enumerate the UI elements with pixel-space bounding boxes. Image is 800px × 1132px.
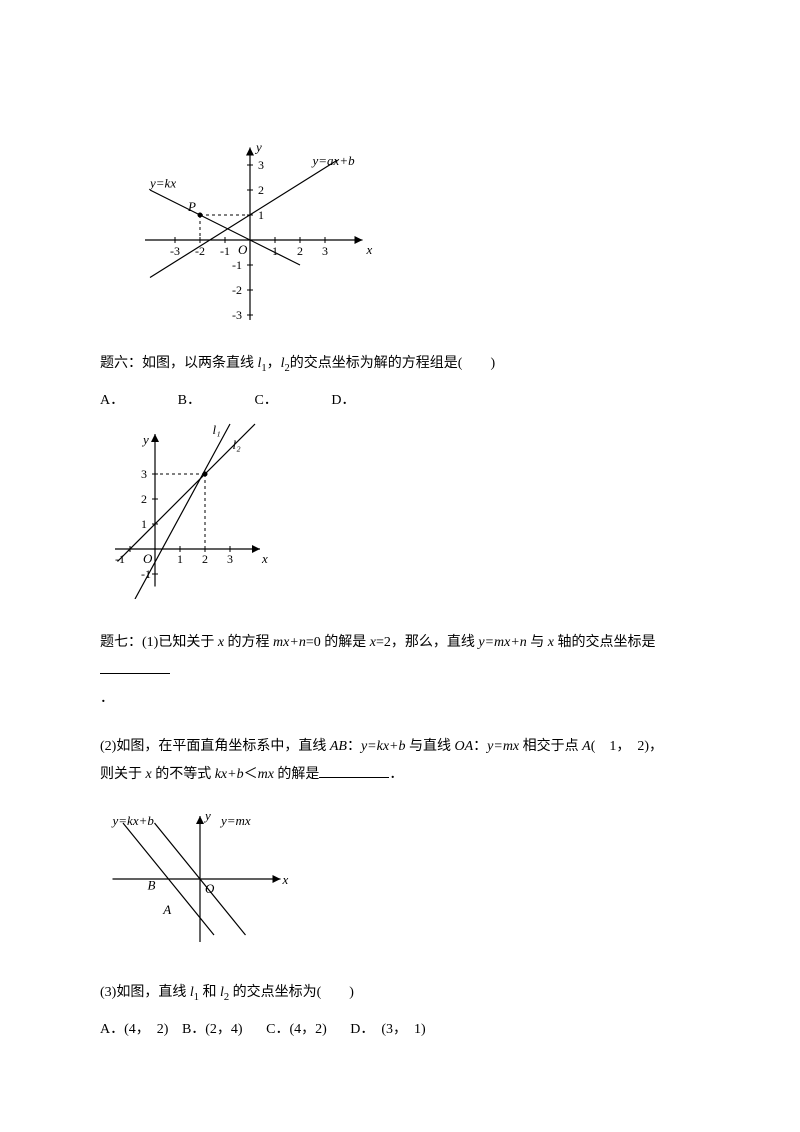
q6-mid: ， bbox=[267, 356, 281, 371]
svg-text:y: y bbox=[141, 432, 149, 447]
svg-text:1: 1 bbox=[177, 552, 183, 566]
q7-p2e: 则关于 bbox=[100, 767, 146, 782]
q7-p1a: 的方程 bbox=[224, 635, 273, 650]
svg-text:B: B bbox=[148, 877, 156, 892]
q7-header: 题七：(1)已知关于 bbox=[100, 635, 218, 650]
q7-eq8: kx+b bbox=[215, 767, 244, 782]
svg-text:x: x bbox=[366, 242, 373, 257]
q7-p2c: 相交于点 bbox=[519, 739, 582, 754]
svg-text:3: 3 bbox=[227, 552, 233, 566]
figure-1-container: xyO-3-2-1123-3-2-1123y=kxy=ax+bP bbox=[100, 90, 700, 320]
q7-p1d: 与 bbox=[527, 635, 548, 650]
q7-p3-optA: A．(4， 2) bbox=[100, 1018, 168, 1038]
q7-eq3: y=mx+n bbox=[478, 635, 526, 650]
svg-text:O: O bbox=[205, 881, 215, 896]
figure-3-svg: x y Oy=kx+b y=mx BA bbox=[100, 799, 300, 949]
q7-p2h: 的解是 bbox=[274, 767, 320, 782]
svg-text:y=kx+b: y=kx+b bbox=[111, 813, 155, 828]
q7-tail1-dot: ． bbox=[100, 691, 114, 706]
q6-options: A． B． C． D． bbox=[100, 389, 700, 409]
svg-text:1: 1 bbox=[141, 517, 147, 531]
q7-tail1: ． bbox=[100, 685, 700, 713]
q7-p3a: (3)如图，直线 bbox=[100, 985, 190, 1000]
q7-p2d: ( 1， 2)， bbox=[591, 739, 663, 754]
svg-text:2: 2 bbox=[297, 244, 303, 258]
svg-text:-1: -1 bbox=[220, 244, 230, 258]
svg-text:1: 1 bbox=[258, 208, 264, 222]
q7-p3-optB: B．(2，4) bbox=[182, 1018, 243, 1038]
svg-text:O: O bbox=[238, 242, 248, 257]
svg-text:x: x bbox=[282, 872, 289, 887]
svg-text:y: y bbox=[203, 808, 211, 823]
q7-eq9: mx bbox=[258, 767, 274, 782]
svg-text:3: 3 bbox=[322, 244, 328, 258]
page: xyO-3-2-1123-3-2-1123y=kxy=ax+bP 题六：如图，以… bbox=[0, 0, 800, 1108]
q7-p2f: 的不等式 bbox=[152, 767, 215, 782]
q7-eq5: y=kx+b bbox=[361, 739, 406, 754]
svg-text:y=mx: y=mx bbox=[219, 813, 251, 828]
svg-text:l₂: l₂ bbox=[233, 437, 242, 452]
q7-eq1: mx+n bbox=[273, 635, 306, 650]
svg-text:-3: -3 bbox=[232, 308, 242, 320]
svg-text:P: P bbox=[187, 199, 196, 214]
svg-text:-1: -1 bbox=[232, 258, 242, 272]
svg-text:x: x bbox=[261, 551, 268, 566]
q7-p2i: ． bbox=[389, 767, 403, 782]
q7-p3c: 的交点坐标为( ) bbox=[229, 985, 354, 1000]
q7-p3b: 和 bbox=[199, 985, 220, 1000]
q7-OA: OA bbox=[454, 739, 473, 754]
svg-text:l₁: l₁ bbox=[213, 422, 221, 437]
question-7-part1: 题七：(1)已知关于 x 的方程 mx+n=0 的解是 x=2，那么，直线 y=… bbox=[100, 629, 700, 685]
q7-p3-optC: C．(4，2) bbox=[266, 1018, 327, 1038]
svg-text:y=kx: y=kx bbox=[148, 176, 176, 191]
q7-p1c: =2，那么，直线 bbox=[376, 635, 478, 650]
svg-text:A: A bbox=[162, 902, 171, 917]
q7-p3-options: A．(4， 2) B．(2，4) C．(4，2) D． (3， 1) bbox=[100, 1018, 700, 1038]
figure-1-svg: xyO-3-2-1123-3-2-1123y=kxy=ax+bP bbox=[100, 90, 400, 320]
q7-p1b: =0 的解是 bbox=[306, 635, 370, 650]
figure-2-svg: xyO-1123-1123l₁l₂ bbox=[100, 419, 280, 599]
q6-optD: D． bbox=[331, 389, 355, 409]
q7-ptA: A bbox=[582, 739, 591, 754]
q7-col2: ： bbox=[473, 739, 487, 754]
svg-text:2: 2 bbox=[141, 492, 147, 506]
q7-p2a: (2)如图，在平面直角坐标系中，直线 bbox=[100, 739, 330, 754]
svg-text:2: 2 bbox=[258, 183, 264, 197]
q7-p2b: 与直线 bbox=[405, 739, 454, 754]
q6-suffix: 的交点坐标为解的方程组是( ) bbox=[290, 356, 495, 371]
svg-text:y: y bbox=[254, 140, 262, 155]
svg-text:-2: -2 bbox=[232, 283, 242, 297]
q7-col1: ： bbox=[347, 739, 361, 754]
q7-blank2 bbox=[319, 763, 389, 778]
q6-prefix: 题六：如图，以两条直线 bbox=[100, 356, 258, 371]
question-7-part3: (3)如图，直线 l1 和 l2 的交点坐标为( ) bbox=[100, 979, 700, 1008]
figure-3-container: x y Oy=kx+b y=mx BA bbox=[100, 799, 700, 949]
q7-p1e: 轴的交点坐标是 bbox=[554, 635, 656, 650]
figure-2-container: xyO-1123-1123l₁l₂ bbox=[100, 419, 700, 599]
q7-AB: AB bbox=[330, 739, 347, 754]
svg-text:2: 2 bbox=[202, 552, 208, 566]
q7-blank1 bbox=[100, 659, 170, 674]
q6-optB: B． bbox=[178, 389, 201, 409]
svg-text:-3: -3 bbox=[170, 244, 180, 258]
svg-text:y=ax+b: y=ax+b bbox=[311, 153, 356, 168]
svg-text:O: O bbox=[143, 551, 153, 566]
q6-optA: A． bbox=[100, 389, 124, 409]
question-6-text: 题六：如图，以两条直线 l1，l2的交点坐标为解的方程组是( ) bbox=[100, 350, 700, 379]
svg-text:3: 3 bbox=[258, 158, 264, 172]
q6-optC: C． bbox=[254, 389, 277, 409]
q7-p2g: ＜ bbox=[244, 767, 258, 782]
q7-p3-optD: D． (3， 1) bbox=[350, 1018, 425, 1038]
svg-text:3: 3 bbox=[141, 467, 147, 481]
question-7-part2: (2)如图，在平面直角坐标系中，直线 AB：y=kx+b 与直线 OA：y=mx… bbox=[100, 733, 700, 789]
q7-eq6: y=mx bbox=[487, 739, 519, 754]
